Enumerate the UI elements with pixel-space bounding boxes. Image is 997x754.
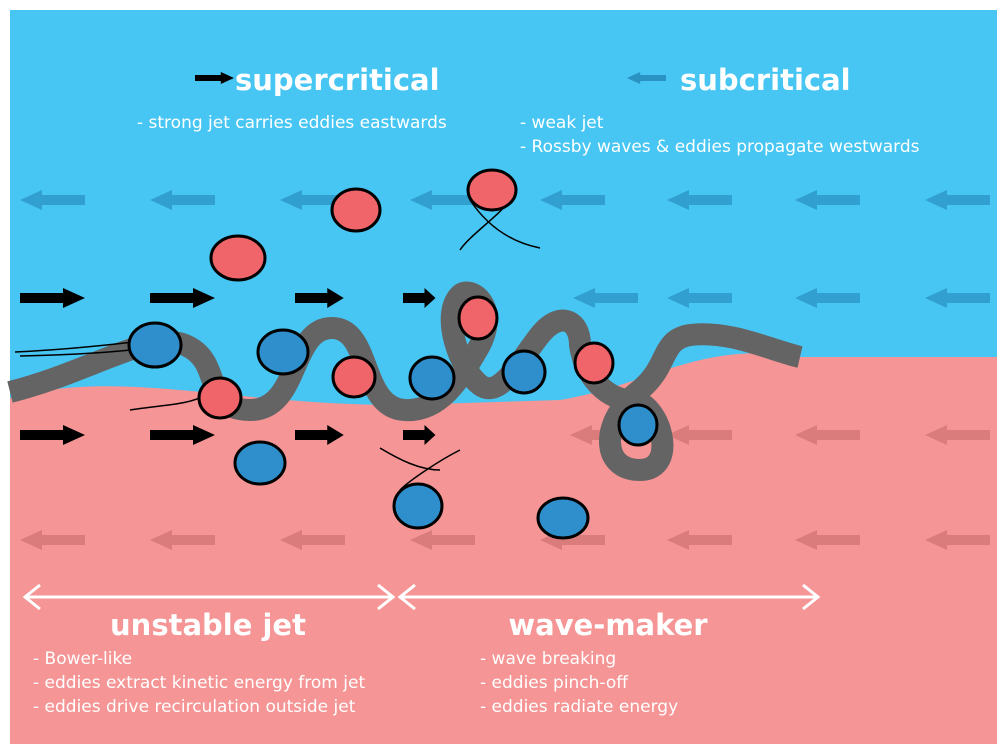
unstable-jet-title: unstable jet	[110, 608, 306, 642]
wave-maker-point: - eddies radiate energy	[480, 697, 678, 717]
unstable-jet-point: - eddies drive recirculation outside jet	[33, 697, 356, 717]
subcritical-title: subcritical	[680, 63, 851, 97]
supercritical-point: - strong jet carries eddies eastwards	[137, 113, 447, 133]
supercritical-title: supercritical	[235, 63, 440, 97]
wave-maker-point: - eddies pinch-off	[480, 673, 629, 693]
unstable-jet-point: - eddies extract kinetic energy from jet	[33, 673, 365, 693]
jet	[7, 281, 803, 481]
unstable-jet-point: - Bower-like	[33, 649, 132, 669]
subcritical-point: - weak jet	[520, 113, 604, 133]
wave-maker-point: - wave breaking	[480, 649, 616, 669]
wave-maker-title: wave-maker	[508, 608, 708, 642]
extent-arrows	[22, 583, 821, 611]
eddies	[127, 168, 659, 540]
subcritical-point: - Rossby waves & eddies propagate westwa…	[520, 137, 920, 157]
